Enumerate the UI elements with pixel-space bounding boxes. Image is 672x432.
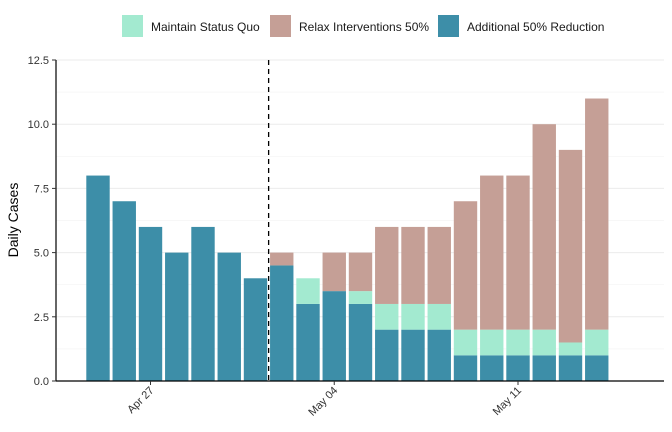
legend-swatch-relax-interventions-50 xyxy=(270,15,291,37)
bar-additional-50-reduction-day-8 xyxy=(270,265,294,381)
bar-relax-interventions-50-day-12 xyxy=(375,226,399,304)
bar-additional-50-reduction-day-9 xyxy=(296,303,320,381)
y-axis-title: Daily Cases xyxy=(5,183,21,258)
bar-relax-interventions-50-day-11 xyxy=(348,252,373,292)
bar-maintain-status-quo-day-19 xyxy=(558,342,583,356)
bar-additional-50-reduction-day-19 xyxy=(558,355,583,381)
bar-maintain-status-quo-day-17 xyxy=(506,329,530,356)
legend-swatch-maintain-status-quo xyxy=(122,15,143,37)
bar-additional-50-reduction-day-11 xyxy=(348,303,373,381)
bar-additional-50-reduction-day-3 xyxy=(138,226,163,381)
bar-maintain-status-quo-day-11 xyxy=(348,291,373,304)
legend: Maintain Status Quo Relax Interventions 5… xyxy=(122,15,604,37)
bar-additional-50-reduction-day-15 xyxy=(453,355,478,381)
legend-label-additional-50-reduction: Additional 50% Reduction xyxy=(467,20,604,34)
bar-additional-50-reduction-day-10 xyxy=(322,291,346,381)
bar-additional-50-reduction-day-20 xyxy=(585,355,609,381)
legend-swatch-additional-50-reduction xyxy=(438,15,459,37)
bars xyxy=(86,98,609,381)
bar-relax-interventions-50-day-15 xyxy=(453,201,478,330)
bar-additional-50-reduction-day-7 xyxy=(243,278,268,381)
y-tick-label: 0.0 xyxy=(34,376,49,388)
bar-maintain-status-quo-day-9 xyxy=(296,278,320,304)
bar-additional-50-reduction-day-12 xyxy=(375,329,399,381)
y-tick-label: 2.5 xyxy=(34,312,49,324)
bar-maintain-status-quo-day-12 xyxy=(375,303,399,330)
bar-relax-interventions-50-day-13 xyxy=(401,226,425,304)
bar-maintain-status-quo-day-18 xyxy=(532,329,556,356)
bar-additional-50-reduction-day-17 xyxy=(506,355,530,381)
y-tick-label: 7.5 xyxy=(34,183,49,195)
bar-additional-50-reduction-day-13 xyxy=(401,329,425,381)
bar-maintain-status-quo-day-14 xyxy=(427,303,451,330)
bar-additional-50-reduction-day-16 xyxy=(480,355,504,381)
y-tick-label: 5.0 xyxy=(34,248,49,260)
bar-maintain-status-quo-day-20 xyxy=(585,329,609,356)
x-tick-label: Apr 27 xyxy=(125,385,156,416)
bar-additional-50-reduction-day-1 xyxy=(86,175,110,381)
bar-additional-50-reduction-day-14 xyxy=(427,329,451,381)
x-tick-label: May 04 xyxy=(306,385,340,419)
legend-label-maintain-status-quo: Maintain Status Quo xyxy=(151,20,260,34)
bar-additional-50-reduction-day-5 xyxy=(191,226,215,381)
bar-relax-interventions-50-day-20 xyxy=(585,98,609,330)
bar-relax-interventions-50-day-10 xyxy=(322,252,346,292)
bar-relax-interventions-50-day-8 xyxy=(270,252,294,266)
legend-label-relax-interventions-50: Relax Interventions 50% xyxy=(299,20,429,34)
bar-relax-interventions-50-day-19 xyxy=(558,149,583,343)
y-tick-label: 12.5 xyxy=(28,55,49,67)
bar-maintain-status-quo-day-16 xyxy=(480,329,504,356)
bar-relax-interventions-50-day-18 xyxy=(532,124,556,330)
bar-relax-interventions-50-day-17 xyxy=(506,175,530,330)
x-tick-label: May 11 xyxy=(491,385,524,418)
bar-additional-50-reduction-day-4 xyxy=(165,252,189,381)
bar-maintain-status-quo-day-15 xyxy=(453,329,478,356)
bar-relax-interventions-50-day-16 xyxy=(480,175,504,330)
bar-additional-50-reduction-day-18 xyxy=(532,355,556,381)
bar-additional-50-reduction-day-2 xyxy=(112,201,136,381)
bar-additional-50-reduction-day-6 xyxy=(217,252,241,381)
bar-relax-interventions-50-day-14 xyxy=(427,226,451,304)
y-tick-label: 10.0 xyxy=(28,119,49,131)
bar-maintain-status-quo-day-13 xyxy=(401,303,425,330)
